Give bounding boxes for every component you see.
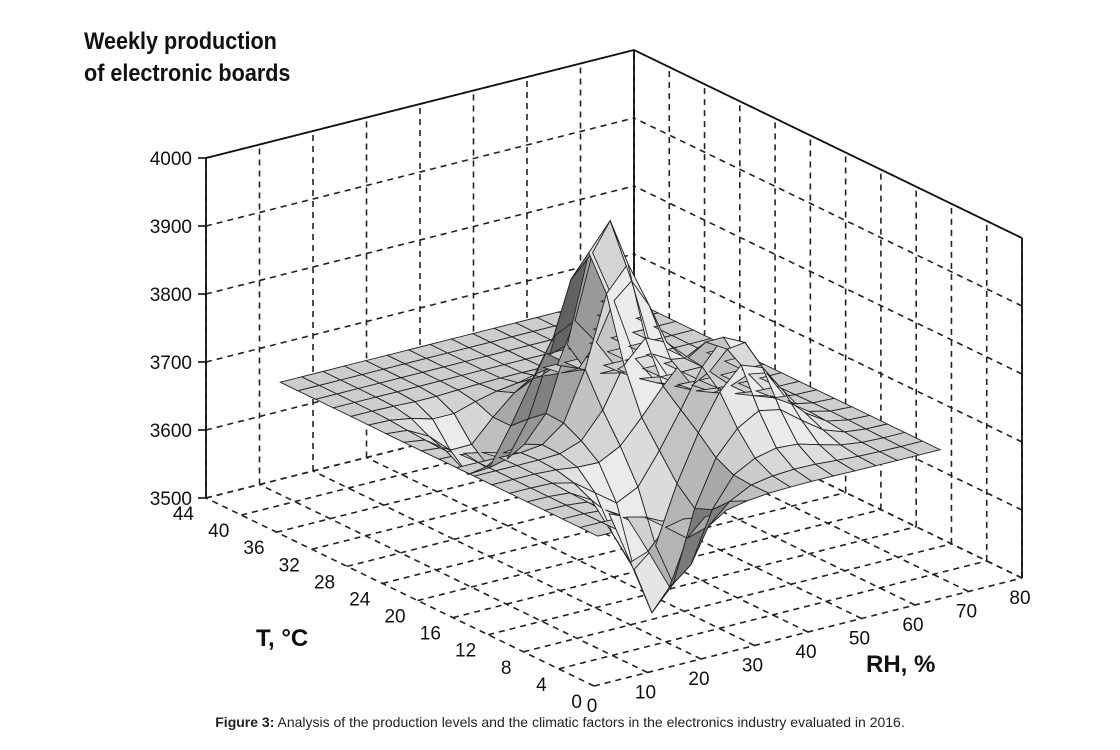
floor-grid-rh <box>419 443 809 633</box>
t-tick-label: 4 <box>536 675 547 696</box>
floor-grid-t <box>558 560 987 670</box>
side-wall-grid-h <box>633 253 1023 443</box>
back-wall-grid-h <box>205 253 635 363</box>
t-tick-label: 16 <box>420 624 441 645</box>
z-axis-title-line2: of electronic boards <box>84 60 291 87</box>
z-tick-label: 3700 <box>150 353 192 374</box>
figure-caption: Figure 3: Analysis of the production lev… <box>0 714 1120 730</box>
frame-edge <box>633 49 1023 239</box>
t-tick-label: 40 <box>208 521 229 542</box>
rh-tick-label: 20 <box>688 669 709 690</box>
floor-grid-rh <box>259 483 648 674</box>
rh-tick-label: 80 <box>1009 588 1030 609</box>
t-tick-label: 24 <box>349 589 371 610</box>
floor-grid-rh <box>526 416 916 606</box>
rh-tick-label: 30 <box>742 656 763 677</box>
t-tick-label: 28 <box>314 572 335 593</box>
frame-edge <box>205 49 635 159</box>
surface-facet <box>899 440 942 456</box>
floor-grid-rh <box>366 456 755 647</box>
floor-grid-rh <box>473 429 862 620</box>
back-wall-grid-h <box>205 117 635 227</box>
z-tick-label: 3900 <box>150 217 192 238</box>
t-tick-label: 0 <box>571 692 582 713</box>
z-axis-title-line1: Weekly production <box>84 28 277 55</box>
rh-tick-label: 0 <box>587 696 598 717</box>
floor-grid-rh <box>312 470 702 660</box>
floor-grid-t <box>487 525 917 636</box>
back-wall-grid-h <box>205 185 635 295</box>
rh-tick-label: 50 <box>849 629 870 650</box>
z-tick-label: 3600 <box>150 421 192 442</box>
t-tick-label: 36 <box>243 538 264 559</box>
side-wall-grid-h <box>633 389 1023 579</box>
side-wall-grid-h <box>633 117 1023 307</box>
side-wall-grid-h <box>633 321 1023 511</box>
t-tick-label: 20 <box>384 607 405 628</box>
tick-labels: 3500 3600 3700 3800 3900 4000 0 4 8 12 16 20 24 28 32 3… <box>150 149 1031 717</box>
floor-grid-rh <box>580 402 969 593</box>
x-axis-label: T, °C <box>256 625 308 652</box>
t-tick-label: 44 <box>173 504 195 525</box>
t-tick-label: 12 <box>455 641 476 662</box>
t-tick-label: 8 <box>501 658 512 679</box>
t-tick-label: 32 <box>279 555 300 576</box>
y-axis-label: RH, % <box>866 651 935 678</box>
rh-tick-label: 40 <box>795 642 816 663</box>
rh-tick-label: 10 <box>635 683 656 704</box>
z-tick-label: 3500 <box>150 489 192 510</box>
axis-frame <box>198 49 1023 578</box>
rh-tick-label: 60 <box>902 615 923 636</box>
side-wall-grid-h <box>633 185 1023 375</box>
floor-grid-rh <box>205 497 595 687</box>
caption-label: Figure 3: <box>215 714 275 730</box>
z-axis-title: Weekly production of electronic boards <box>84 26 290 90</box>
surface-mesh <box>278 219 942 614</box>
rh-tick-label: 70 <box>956 602 977 623</box>
caption-text: Analysis of the production levels and th… <box>274 714 905 730</box>
z-tick-label: 3800 <box>150 285 192 306</box>
z-tick-label: 4000 <box>150 149 192 170</box>
